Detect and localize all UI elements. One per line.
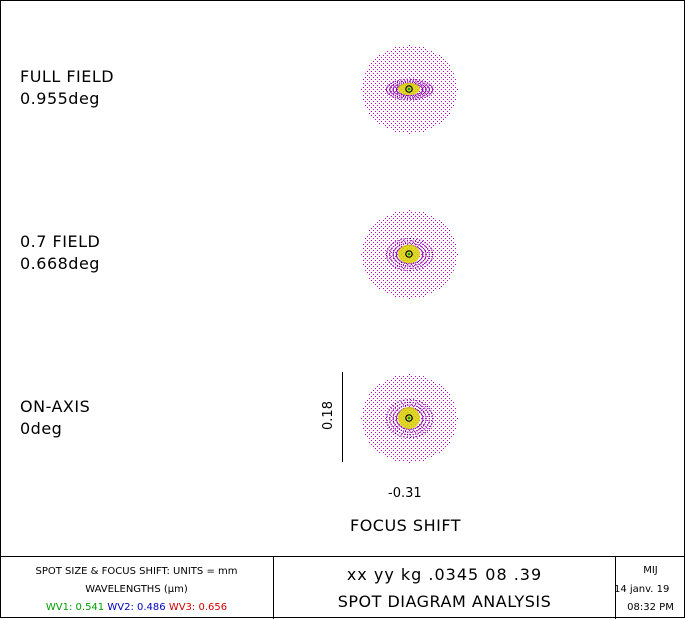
designer: MIJ bbox=[643, 565, 658, 576]
wavelength-1: WV1: 0.541 bbox=[45, 602, 105, 613]
wavelength-2: WV2: 0.486 bbox=[107, 602, 166, 613]
focus-shift-label: FOCUS SHIFT bbox=[350, 516, 462, 535]
spot-diagrams bbox=[361, 45, 458, 463]
field-name: 0.7 FIELD bbox=[20, 232, 101, 251]
horizontal-scale-label: -0.31 bbox=[388, 486, 422, 501]
field-angle: 0deg bbox=[20, 419, 63, 438]
date: 14 janv. 19 bbox=[616, 584, 670, 595]
time: 08:32 PM bbox=[627, 602, 674, 613]
spot-diagram-07-field bbox=[361, 210, 458, 299]
field-angle: 0.955deg bbox=[20, 89, 100, 108]
project-id: xx yy kg .0345 08 .39 bbox=[346, 565, 543, 584]
info-cell: MIJ 14 janv. 19 08:32 PM bbox=[616, 557, 685, 619]
field-label-on-axis: ON-AXIS 0deg bbox=[20, 396, 90, 440]
vertical-scale-bar bbox=[342, 372, 343, 462]
field-label-full: FULL FIELD 0.955deg bbox=[20, 66, 114, 110]
vertical-scale-label: 0.18 bbox=[320, 401, 336, 430]
units-text: SPOT SIZE & FOCUS SHIFT: UNITS = mm bbox=[35, 566, 238, 577]
title-cell: xx yy kg .0345 08 .39 SPOT DIAGRAM ANALY… bbox=[274, 557, 616, 619]
spot-diagram-full-field bbox=[361, 45, 458, 134]
wavelength-list: WV1: 0.541 WV2: 0.486 WV3: 0.656 bbox=[0, 602, 273, 613]
title-block: SPOT SIZE & FOCUS SHIFT: UNITS = mm WAVE… bbox=[0, 556, 685, 619]
field-name: ON-AXIS bbox=[20, 397, 91, 416]
field-label-07: 0.7 FIELD 0.668deg bbox=[20, 231, 100, 275]
field-name: FULL FIELD bbox=[20, 67, 115, 86]
wavelengths-title: WAVELENGTHS (µm) bbox=[85, 584, 188, 595]
units-cell: SPOT SIZE & FOCUS SHIFT: UNITS = mm WAVE… bbox=[0, 557, 274, 619]
analysis-title: SPOT DIAGRAM ANALYSIS bbox=[337, 592, 552, 611]
wavelength-3: WV3: 0.656 bbox=[168, 602, 228, 613]
spot-diagram-on-axis bbox=[361, 374, 458, 463]
field-angle: 0.668deg bbox=[20, 254, 100, 273]
